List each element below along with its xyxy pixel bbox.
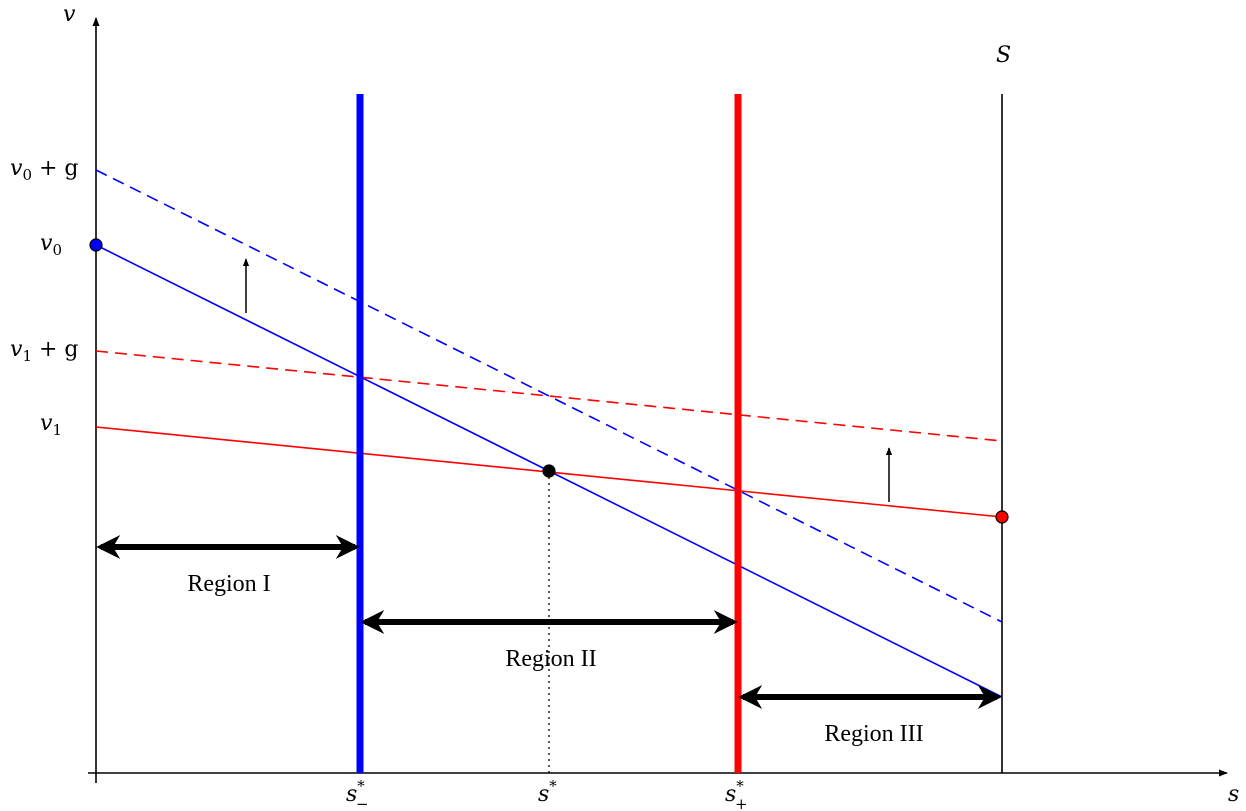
region-3-label: Region III bbox=[824, 721, 923, 747]
s-plus-label: s* + bbox=[725, 777, 748, 811]
red-endpoint bbox=[995, 510, 1009, 524]
x-axis-label: s bbox=[1228, 782, 1239, 807]
v0-label: v0 bbox=[40, 231, 62, 259]
s-star-label: s* bbox=[538, 777, 557, 807]
boundary-label: S bbox=[996, 43, 1011, 68]
s-minus-label: s* − bbox=[346, 777, 369, 811]
v0-plus-g-label: v0 + g bbox=[10, 156, 79, 184]
v0-point bbox=[89, 238, 103, 252]
region-2-label: Region II bbox=[505, 646, 596, 672]
blue-dashed-line bbox=[95, 169, 1003, 623]
y-axis-label: v bbox=[63, 2, 76, 27]
intersection-point bbox=[542, 464, 556, 478]
red-dashed-line bbox=[95, 350, 1003, 442]
region-1-label: Region I bbox=[187, 571, 270, 597]
v1-label: v1 bbox=[40, 411, 62, 439]
v1-plus-g-label: v1 + g bbox=[10, 337, 79, 365]
